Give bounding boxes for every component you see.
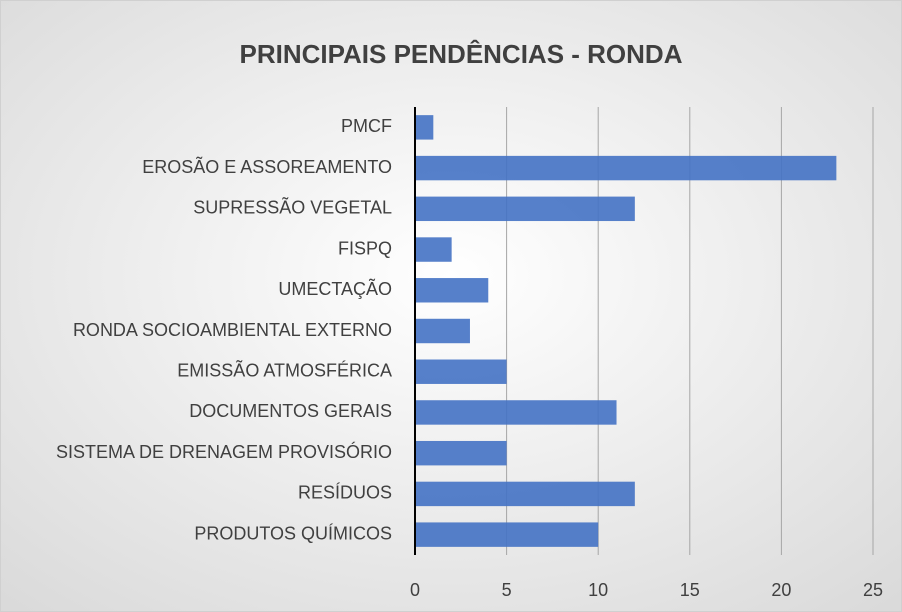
- x-tick-label: 25: [863, 580, 883, 600]
- bar: [415, 278, 489, 303]
- bar: [415, 155, 837, 181]
- bar: [415, 400, 617, 425]
- x-tick-label: 15: [680, 580, 700, 600]
- y-tick-label: PRODUTOS QUÍMICOS: [194, 523, 392, 543]
- y-tick-label: RESÍDUOS: [298, 483, 392, 503]
- bar: [415, 115, 434, 140]
- y-tick-label: EMISSÃO ATMOSFÉRICA: [177, 359, 392, 380]
- bar: [415, 440, 507, 466]
- bar: [415, 318, 470, 344]
- y-tick-label: UMECTAÇÃO: [278, 278, 392, 299]
- x-tick-label: 20: [771, 580, 791, 600]
- y-tick-label: SUPRESSÃO VEGETAL: [193, 197, 392, 218]
- bar: [415, 196, 635, 222]
- y-tick-label: FISPQ: [338, 238, 392, 258]
- y-tick-label: EROSÃO E ASSOREAMENTO: [142, 156, 392, 177]
- x-tick-label: 0: [410, 580, 420, 600]
- bar: [415, 481, 635, 507]
- x-tick-label: 5: [502, 580, 512, 600]
- chart-title: PRINCIPAIS PENDÊNCIAS - RONDA: [239, 39, 682, 69]
- bar: [415, 237, 452, 262]
- y-tick-label: SISTEMA DE DRENAGEM PROVISÓRIO: [56, 441, 392, 462]
- bar: [415, 359, 507, 384]
- y-tick-label: PMCF: [341, 116, 392, 136]
- x-tick-label: 10: [588, 580, 608, 600]
- y-tick-label: DOCUMENTOS GERAIS: [189, 401, 392, 421]
- bar: [415, 522, 599, 547]
- y-tick-label: RONDA SOCIOAMBIENTAL EXTERNO: [73, 320, 392, 340]
